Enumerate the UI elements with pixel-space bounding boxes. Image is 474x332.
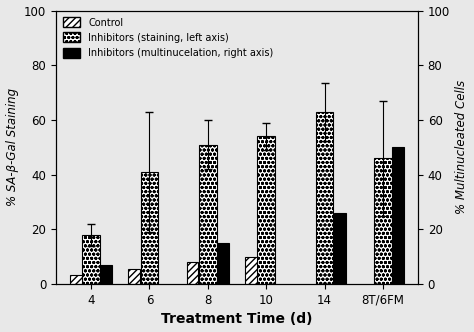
Bar (70, 275, 82, 284)
Bar (217, 243, 229, 284)
Bar (100, 265, 112, 284)
Bar (374, 158, 392, 284)
Bar (334, 213, 346, 284)
Y-axis label: % Multinucleated Cells: % Multinucleated Cells (456, 80, 468, 214)
Bar (82, 235, 100, 284)
Bar (316, 112, 333, 284)
Legend: Control, Inhibitors (staining, left axis), Inhibitors (multinucelation, right ax: Control, Inhibitors (staining, left axis… (59, 14, 277, 62)
X-axis label: Treatment Time (d): Treatment Time (d) (161, 312, 313, 326)
Bar (141, 172, 158, 284)
Y-axis label: % SA-β-Gal Staining: % SA-β-Gal Staining (6, 88, 18, 207)
Bar (392, 147, 404, 284)
Bar (257, 136, 275, 284)
Bar (199, 145, 217, 284)
Bar (128, 269, 140, 284)
Bar (245, 257, 257, 284)
Bar (187, 262, 199, 284)
